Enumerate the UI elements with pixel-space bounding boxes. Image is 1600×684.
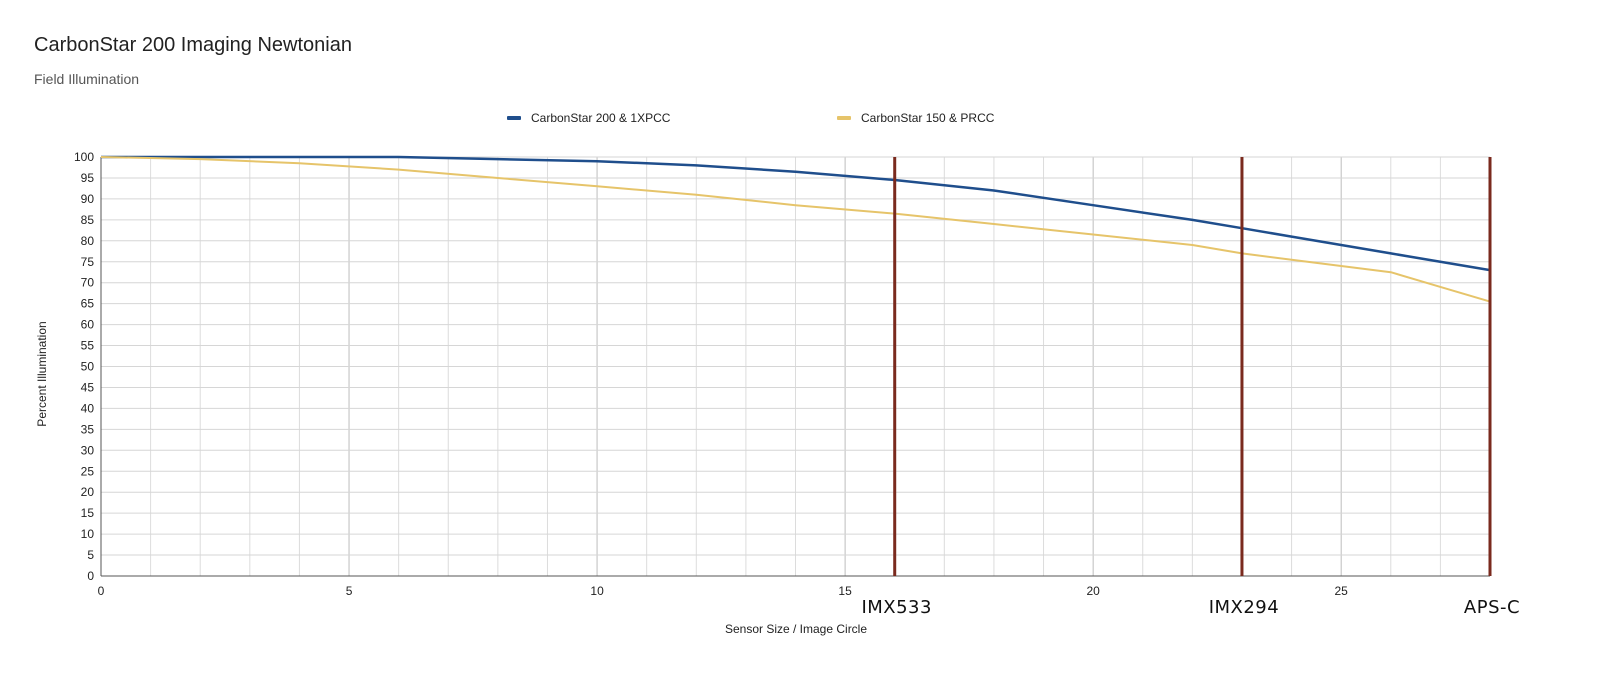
x-tick-label: 5 (346, 584, 353, 598)
y-tick-label: 100 (74, 150, 94, 164)
x-tick-label: 10 (590, 584, 604, 598)
y-tick-label: 25 (81, 464, 95, 478)
y-tick-label: 40 (81, 401, 95, 415)
y-tick-label: 20 (81, 485, 95, 499)
marker-label: APS-C (1464, 597, 1520, 618)
legend: CarbonStar 200 & 1XPCC CarbonStar 150 & P… (507, 111, 995, 125)
chart-title: CarbonStar 200 Imaging Newtonian (34, 34, 352, 56)
x-axis-title: Sensor Size / Image Circle (725, 622, 867, 636)
x-tick-label: 0 (98, 584, 105, 598)
sensor-markers: IMX533 IMX294 APS-C (861, 157, 1520, 618)
legend-label: CarbonStar 200 & 1XPCC (531, 111, 671, 125)
legend-swatch (837, 116, 851, 120)
y-tick-label: 30 (81, 443, 95, 457)
y-tick-label: 50 (81, 360, 95, 374)
marker-label: IMX533 (861, 597, 932, 618)
major-gridlines (100, 156, 1490, 577)
x-tick-label: 15 (838, 584, 852, 598)
y-tick-label: 15 (81, 506, 95, 520)
y-axis-ticks: 0 5 10 15 20 25 30 35 40 45 50 55 60 65 70 75 80 85 90 95 10… (74, 150, 94, 583)
y-tick-label: 75 (81, 255, 95, 269)
y-tick-label: 70 (81, 276, 95, 290)
y-tick-label: 85 (81, 213, 95, 227)
legend-label: CarbonStar 150 & PRCC (861, 111, 995, 125)
y-tick-label: 55 (81, 339, 95, 353)
x-tick-label: 25 (1334, 584, 1348, 598)
y-tick-label: 35 (81, 422, 95, 436)
y-tick-label: 0 (87, 569, 94, 583)
y-tick-label: 60 (81, 318, 95, 332)
y-tick-label: 5 (87, 548, 94, 562)
chart-subtitle: Field Illumination (34, 71, 140, 87)
marker-label: IMX294 (1209, 597, 1280, 618)
y-axis-title: Percent Illumination (35, 321, 49, 426)
y-tick-label: 10 (81, 527, 95, 541)
y-tick-label: 90 (81, 192, 95, 206)
x-tick-label: 20 (1086, 584, 1100, 598)
y-tick-label: 45 (81, 380, 95, 394)
legend-swatch (507, 116, 521, 120)
y-tick-label: 95 (81, 171, 95, 185)
x-axis-ticks: 0 5 10 15 20 25 (98, 584, 1349, 598)
series-line-1 (101, 155, 1491, 272)
y-tick-label: 65 (81, 297, 95, 311)
y-tick-label: 80 (81, 234, 95, 248)
